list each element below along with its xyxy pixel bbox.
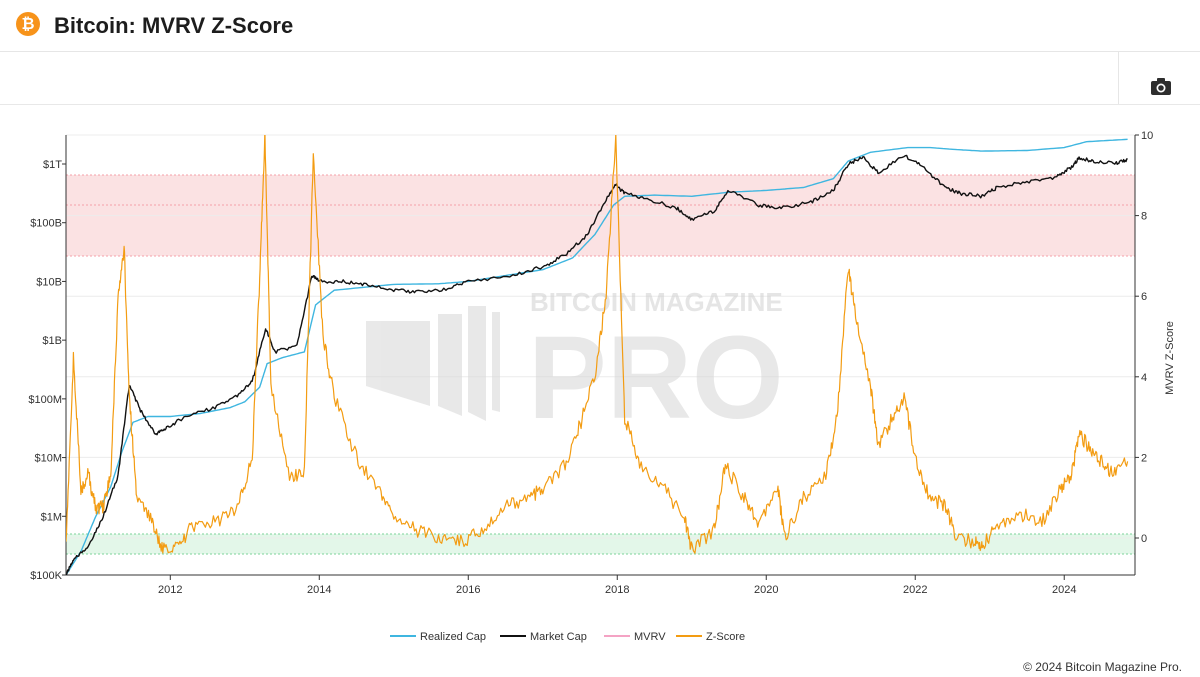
left-tick-label: $10M bbox=[34, 453, 62, 465]
legend-label-z-score: Z-Score bbox=[706, 631, 745, 643]
x-axis-ticks: 2012 2014 2016 2018 2020 2022 2024 bbox=[158, 575, 1076, 596]
legend-label-mvrv: MVRV bbox=[634, 631, 666, 643]
page-title: Bitcoin: MVRV Z-Score bbox=[54, 13, 294, 38]
x-tick-label: 2020 bbox=[754, 584, 778, 596]
watermark-top-text: BITCOIN MAGAZINE bbox=[530, 287, 783, 317]
x-tick-label: 2014 bbox=[307, 584, 331, 596]
left-tick-label: $10B bbox=[36, 276, 62, 288]
footer-copyright: © 2024 Bitcoin Magazine Pro. bbox=[1023, 660, 1182, 674]
right-tick-label: 4 bbox=[1141, 372, 1147, 384]
right-tick-label: 10 bbox=[1141, 130, 1153, 142]
right-tick-label: 6 bbox=[1141, 291, 1147, 303]
gridlines bbox=[66, 134, 1135, 539]
right-axis-label: MVRV Z-Score bbox=[1164, 321, 1176, 395]
chart-legend: Realized Cap Market Cap MVRV Z-Score bbox=[390, 631, 745, 643]
x-tick-label: 2012 bbox=[158, 584, 182, 596]
legend-label-market-cap: Market Cap bbox=[530, 631, 587, 643]
right-tick-label: 0 bbox=[1141, 533, 1147, 545]
realized-cap-line bbox=[66, 138, 1128, 575]
x-tick-label: 2018 bbox=[605, 584, 629, 596]
bitcoin-logo-icon: ₿ bbox=[16, 12, 40, 36]
left-tick-label: $100B bbox=[30, 218, 62, 230]
left-axis-ticks: $100K $1M $10M $100M $1B $10B $100B $1T bbox=[28, 159, 66, 582]
right-tick-label: 8 bbox=[1141, 211, 1147, 223]
market-cap-line bbox=[66, 154, 1128, 575]
camera-icon[interactable] bbox=[1148, 76, 1174, 98]
watermark-main-text: PRO bbox=[528, 312, 784, 444]
legend-label-realized-cap: Realized Cap bbox=[420, 631, 486, 643]
x-tick-label: 2016 bbox=[456, 584, 480, 596]
chart-area: BITCOIN MAGAZINE PRO $100K$1M$10M$100M$1… bbox=[28, 130, 1176, 643]
x-tick-label: 2024 bbox=[1052, 584, 1076, 596]
x-tick-label: 2022 bbox=[903, 584, 927, 596]
right-axis-ticks: 0 2 4 6 8 10 bbox=[1135, 130, 1153, 545]
left-tick-label: $1T bbox=[43, 159, 62, 171]
left-tick-label: $100M bbox=[28, 394, 62, 406]
z-score-line bbox=[66, 135, 1129, 554]
header-bar: ₿ Bitcoin: MVRV Z-Score bbox=[0, 0, 1200, 52]
toolbar-divider bbox=[1118, 52, 1119, 104]
left-tick-label: $1B bbox=[42, 335, 62, 347]
right-tick-label: 2 bbox=[1141, 452, 1147, 464]
left-tick-label: $100K bbox=[30, 570, 62, 582]
undervalued-band bbox=[66, 534, 1135, 554]
series-layer bbox=[66, 135, 1129, 575]
chart-toolbar bbox=[0, 52, 1200, 105]
watermark: BITCOIN MAGAZINE PRO bbox=[366, 287, 784, 444]
left-tick-label: $1M bbox=[41, 511, 62, 523]
